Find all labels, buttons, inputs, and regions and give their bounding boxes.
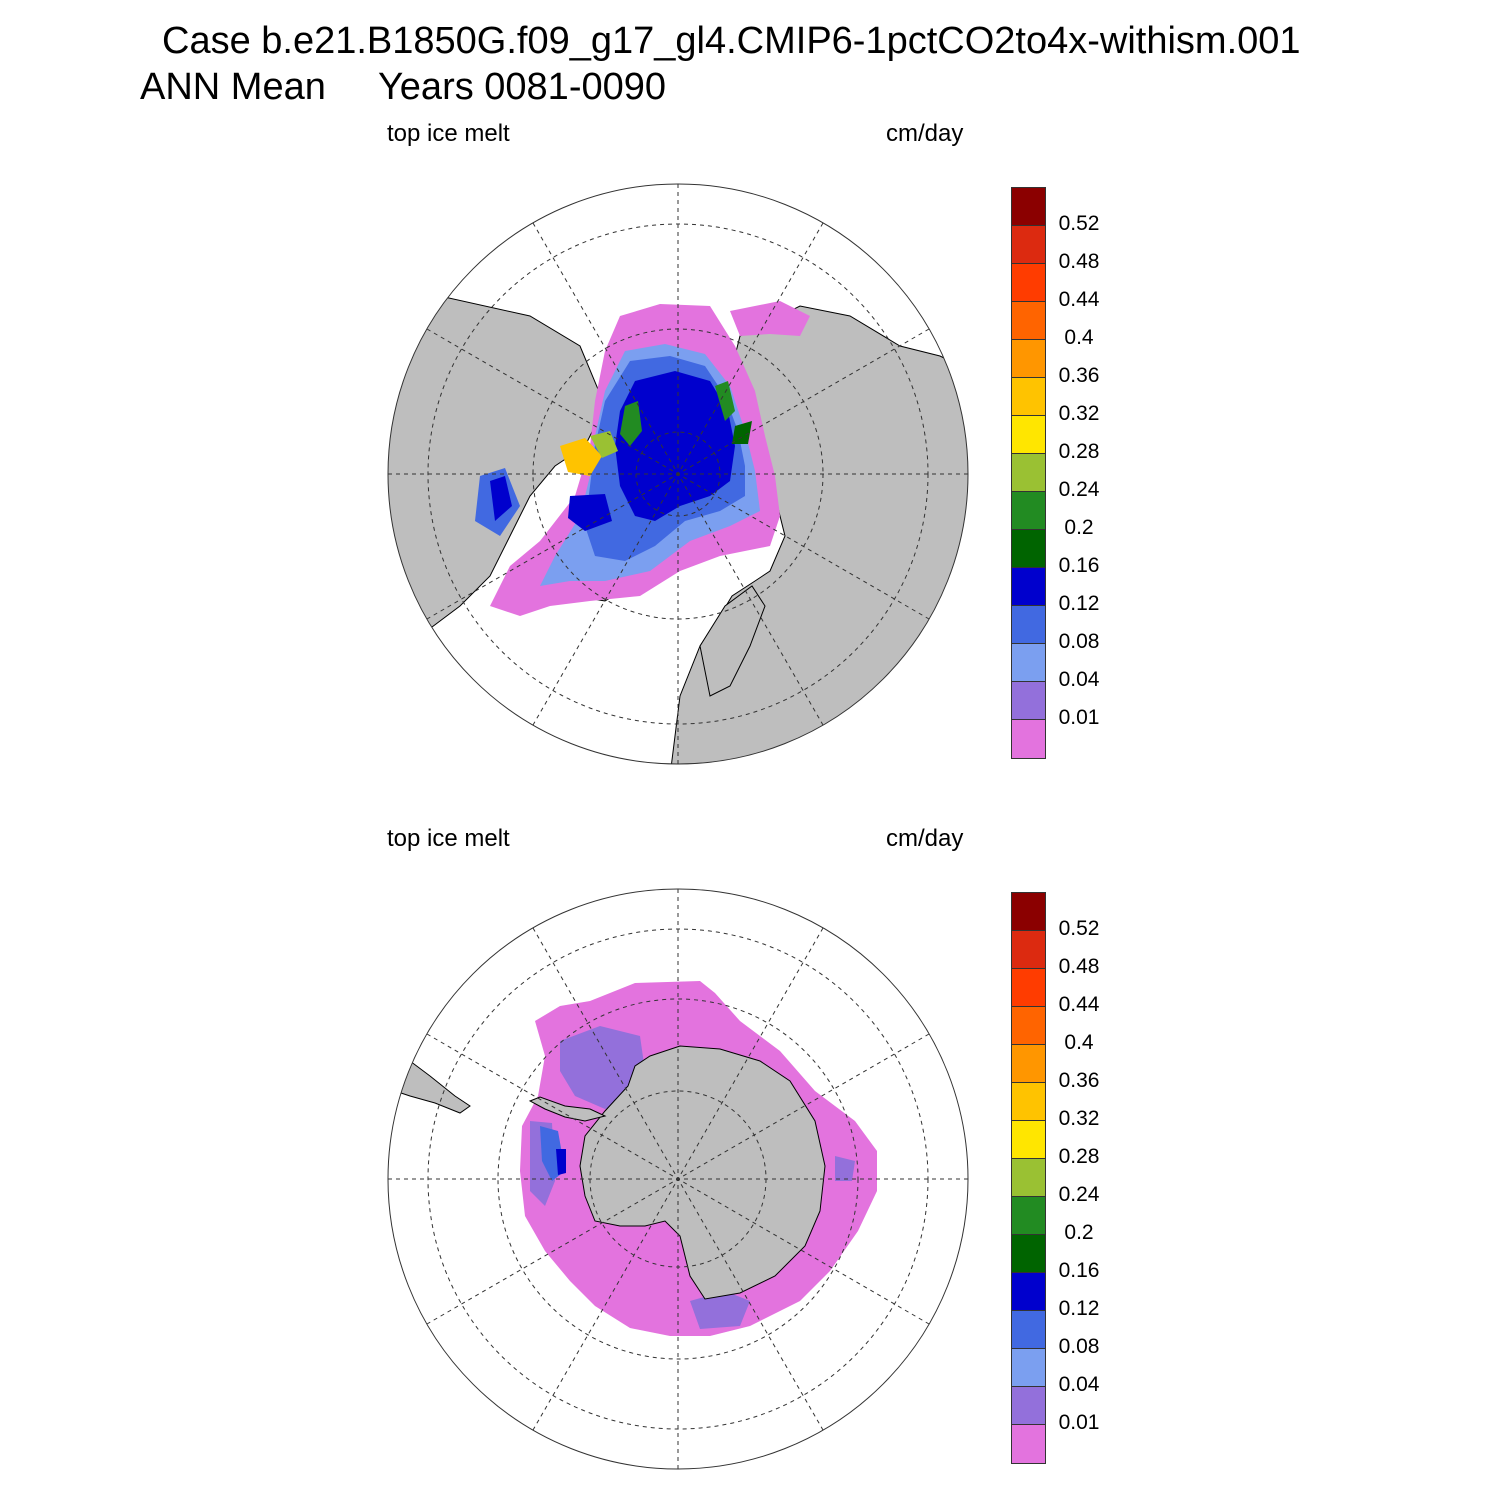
colorbar-tick-label: 0.28 [1058,440,1100,463]
colorbar-tick-label: 0.08 [1058,1335,1100,1358]
baffin-bay-ice [568,494,612,531]
sea-ice-purple-patch [560,1026,645,1109]
colorbar-swatch [1012,302,1045,340]
colorbar-tick-label: 0.12 [1058,592,1100,615]
colorbar-tick-label: 0.16 [1058,1259,1100,1282]
figure-subtitle: ANN Mean Years 0081-0090 [140,66,667,108]
colorbar-swatch [1012,682,1045,720]
colorbar-tick-label: 0.2 [1064,516,1094,539]
colorbar-swatch [1012,416,1045,454]
colorbar-tick-label: 0.44 [1058,288,1100,311]
colorbar-tick-label: 0.36 [1058,364,1100,387]
colorbar-swatch [1012,1311,1045,1349]
colorbar-tick-label: 0.04 [1058,668,1100,691]
colorbar-swatch [1012,1387,1045,1425]
colorbar-tick-label: 0.24 [1058,478,1100,501]
panel-1-units-label: cm/day [886,120,964,147]
colorbar-swatch [1012,644,1045,682]
sea-ice-green-patch [715,381,735,421]
colorbar-swatch [1012,931,1045,969]
graticule [388,889,968,1469]
colorbar-tick-label: 0.12 [1058,1297,1100,1320]
antarctic-map [387,888,969,1470]
colorbar-swatch [1012,378,1045,416]
colorbar-swatch [1012,893,1045,931]
colorbar-tick-label: 0.44 [1058,993,1100,1016]
colorbar-tick-label: 0.16 [1058,554,1100,577]
scandinavia-landmass [699,585,766,697]
colorbar-tick-label: 0.48 [1058,250,1100,273]
sea-ice-purple-patch [690,1291,750,1329]
sea-ice-darkblue-core [615,371,735,521]
colorbar-swatch [1012,1045,1045,1083]
colorbar-tick-label: 0.32 [1058,402,1100,425]
colorbar-tick-label: 0.48 [1058,955,1100,978]
colorbar-tick-label: 0.36 [1058,1069,1100,1092]
colorbar-swatch [1012,340,1045,378]
map-boundary [387,888,969,1470]
colorbar-swatch [1012,1273,1045,1311]
colorbar-swatch [1012,568,1045,606]
graticule [388,184,968,764]
colorbar-swatch [1012,1425,1045,1463]
colorbar-tick-label: 0.52 [1058,917,1100,940]
colorbar-swatch [1012,264,1045,302]
colorbar-tick-label: 0.4 [1064,326,1094,349]
colorbar-tick-label: 0.04 [1058,1373,1100,1396]
colorbar-swatch [1012,1121,1045,1159]
colorbar-swatch [1012,969,1045,1007]
colorbar-swatch [1012,226,1045,264]
colorbar-tick-label: 0.24 [1058,1183,1100,1206]
panel-2-variable-label: top ice melt [387,825,510,852]
arctic-map [387,183,969,765]
colorbar-swatch [1012,530,1045,568]
colorbar-swatch [1012,1349,1045,1387]
colorbar-swatch [1012,606,1045,644]
sea-ice-yellowgreen-patch [590,431,618,458]
colorbar-swatch [1012,188,1045,226]
sea-ice-darkblue-patch [556,1149,566,1175]
antarctica-landmass [579,1045,826,1300]
colorbar-tick-label: 0.28 [1058,1145,1100,1168]
sea-ice-green-patch [620,401,642,446]
figure-title: Case b.e21.B1850G.f09_g17_gl4.CMIP6-1pct… [162,20,1301,62]
colorbar-tick-label: 0.08 [1058,630,1100,653]
map-boundary [387,183,969,765]
colorbar-swatch [1012,454,1045,492]
sea-ice-purple-patch [835,1156,855,1181]
sea-ice-yellow-patch [560,438,602,476]
colorbar-swatch [1012,492,1045,530]
colorbar-swatch [1012,1007,1045,1045]
sea-ice-green-patch [732,421,752,444]
colorbar-tick-label: 0.32 [1058,1107,1100,1130]
bering-sea-ice [730,301,810,336]
colorbar-tick-label: 0.01 [1058,1411,1100,1434]
colorbar-swatch [1012,1197,1045,1235]
panel-2-units-label: cm/day [886,825,964,852]
panel-1-variable-label: top ice melt [387,120,510,147]
colorbar-tick-label: 0.2 [1064,1221,1094,1244]
colorbar-swatch [1012,1235,1045,1273]
colorbar-tick-label: 0.52 [1058,212,1100,235]
colorbar-swatch [1012,720,1045,758]
colorbar-swatch [1012,1159,1045,1197]
colorbar-swatch [1012,1083,1045,1121]
hudson-bay-ice-core [490,476,512,521]
colorbar-north [1011,187,1046,759]
colorbar-south [1011,892,1046,1464]
colorbar-tick-label: 0.01 [1058,706,1100,729]
antarctic-peninsula [528,1096,607,1122]
colorbar-tick-label: 0.4 [1064,1031,1094,1054]
